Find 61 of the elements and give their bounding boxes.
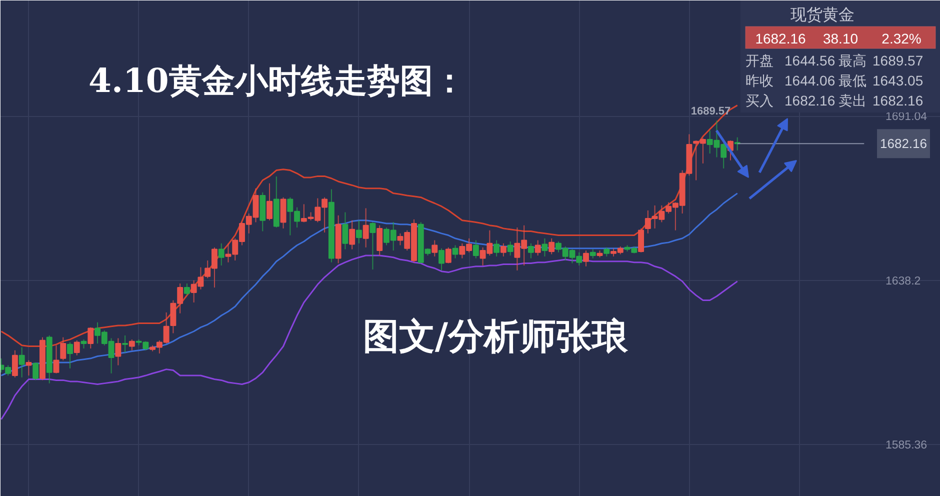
text: 开盘 (746, 52, 774, 68)
text: 1644.56 (784, 52, 836, 68)
ref-line-label: 1682.16 (880, 136, 928, 152)
text: 1644.06 (784, 72, 836, 88)
candlestick (280, 196, 286, 229)
candlestick (583, 250, 589, 267)
text: 最高 (838, 52, 866, 68)
y-tick-label: 1585.36 (886, 440, 928, 452)
text: 1682.16 (755, 30, 806, 46)
text: 38.10 (822, 30, 858, 46)
candlestick (376, 224, 383, 256)
annotation: 图文/分析师张琅 (362, 316, 630, 358)
candlestick (432, 240, 438, 257)
text: 1682.16 (872, 92, 924, 108)
line-series (0, 192, 738, 376)
candlestick (356, 220, 362, 244)
candlestick (32, 362, 39, 381)
text: 1682.16 (784, 92, 836, 108)
candlestick (53, 344, 60, 374)
text: 1643.05 (872, 72, 924, 88)
candlestick (370, 222, 376, 270)
candlestick (507, 241, 514, 256)
candlestick (349, 220, 356, 250)
candlestick (88, 326, 94, 349)
candlestick (590, 248, 596, 259)
text: 现货黄金 (790, 6, 854, 24)
candlestick (472, 240, 479, 259)
candlestick (122, 334, 128, 354)
candlestick (26, 360, 32, 376)
candlestick (494, 240, 500, 257)
candlestick (266, 182, 272, 221)
text: 4.10黄金小时线走势图： (88, 61, 466, 100)
candlestick (60, 336, 66, 361)
candlestick (438, 248, 444, 271)
text: 2.32% (882, 30, 922, 46)
candlestick (128, 338, 135, 351)
candlestick (548, 238, 555, 255)
candlestick (528, 242, 534, 259)
candlestick (445, 246, 452, 264)
candlestick (500, 242, 506, 257)
text: 最低 (838, 72, 866, 88)
candlestick (12, 350, 18, 378)
candlestick (80, 338, 87, 349)
candlestick (67, 342, 73, 369)
candlestick (362, 208, 369, 248)
candlestick (342, 212, 348, 250)
text: 卖出 (838, 92, 866, 108)
candlestick (218, 242, 224, 266)
y-tick-label: 1638.2 (886, 275, 921, 288)
candlestick (534, 240, 541, 256)
candlestick (115, 338, 122, 366)
text: 昨收 (746, 72, 774, 88)
candlestick (452, 244, 458, 259)
candlestick (638, 228, 644, 253)
candlestick (18, 346, 25, 378)
candlestick (184, 282, 190, 296)
candlestick (542, 238, 548, 257)
candlestick (604, 246, 610, 257)
candlestick (74, 340, 80, 356)
text: 1689.57 (872, 52, 924, 68)
text: 买入 (746, 92, 774, 108)
